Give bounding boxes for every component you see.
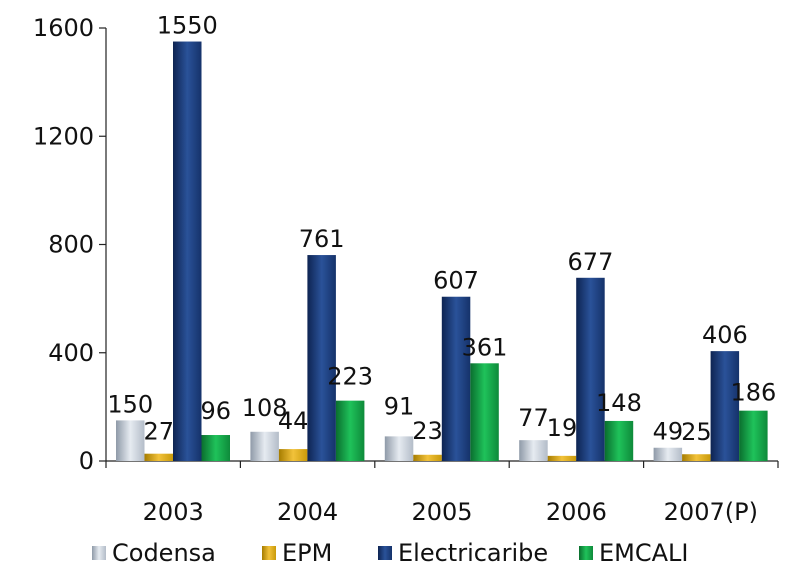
legend-swatch-codensa <box>92 546 106 560</box>
bar-epm-2006 <box>547 455 577 461</box>
bar-codensa-2004 <box>250 431 279 461</box>
data-label: 27 <box>143 418 174 446</box>
bar-epm-2003 <box>144 453 173 461</box>
data-label: 91 <box>384 392 415 420</box>
data-label: 361 <box>462 333 508 361</box>
y-tick-label: 0 <box>79 447 94 475</box>
y-tick-label: 1200 <box>33 122 94 150</box>
bar-electricaribe-2007p <box>710 351 740 461</box>
x-tick-label: 2003 <box>143 498 204 526</box>
data-label: 25 <box>681 418 712 446</box>
legend-swatch-epm <box>262 546 276 560</box>
bars <box>116 41 768 461</box>
data-label: 186 <box>730 379 776 407</box>
bar-emcali-2005 <box>470 363 499 461</box>
bar-electricaribe-2004 <box>307 255 336 461</box>
legend-label-electricaribe: Electricaribe <box>398 539 548 567</box>
data-label: 49 <box>653 418 684 446</box>
bar-codensa-2007p <box>653 447 683 461</box>
bar-emcali-2007p <box>739 410 768 461</box>
x-tick-label: 2005 <box>411 498 472 526</box>
legend-label-emcali: EMCALI <box>599 539 689 567</box>
bar-codensa-2005 <box>384 436 414 461</box>
data-label: 19 <box>547 414 578 442</box>
bar-codensa-2003 <box>116 420 145 461</box>
bar-epm-2005 <box>413 454 442 461</box>
data-label: 406 <box>702 321 748 349</box>
bar-emcali-2006 <box>604 420 634 461</box>
y-tick-label: 400 <box>48 339 94 367</box>
x-tick-label: 2007(P) <box>664 498 758 526</box>
data-label: 607 <box>433 267 479 295</box>
data-label: 761 <box>299 225 345 253</box>
data-label: 96 <box>200 397 231 425</box>
y-tick-label: 1600 <box>33 14 94 42</box>
data-label: 23 <box>412 417 443 445</box>
x-tick-label: 2004 <box>277 498 338 526</box>
bar-electricaribe-2005 <box>441 296 471 461</box>
data-label: 108 <box>242 394 288 422</box>
bar-electricaribe-2006 <box>576 277 605 461</box>
data-label: 677 <box>568 248 614 276</box>
legend-label-codensa: Codensa <box>112 539 216 567</box>
legend: Codensa EPM Electricaribe EMCALI <box>92 539 689 567</box>
data-label: 44 <box>278 407 309 435</box>
legend-swatch-electricaribe <box>378 546 392 560</box>
data-label: 223 <box>327 363 373 391</box>
bar-epm-2007p <box>682 454 711 461</box>
y-axis-ticks: 0 400 800 1200 1600 <box>33 14 106 475</box>
legend-label-epm: EPM <box>282 539 332 567</box>
data-label: 150 <box>107 390 153 418</box>
bar-emcali-2004 <box>335 400 365 461</box>
bar-codensa-2006 <box>519 440 548 461</box>
bar-electricaribe-2003 <box>173 41 202 461</box>
data-labels: 150 108 91 77 49 27 44 23 19 25 1550 761 607 677 406 96… <box>107 12 776 447</box>
bar-emcali-2003 <box>201 435 230 461</box>
x-tick-label: 2006 <box>546 498 607 526</box>
data-label: 77 <box>518 404 549 432</box>
data-label: 148 <box>596 389 642 417</box>
y-tick-label: 800 <box>48 231 94 259</box>
bar-epm-2004 <box>278 449 308 461</box>
x-axis-ticks: 2003 2004 2005 2006 2007(P) <box>105 461 779 526</box>
data-label: 1550 <box>157 12 218 40</box>
legend-swatch-emcali <box>579 546 593 560</box>
